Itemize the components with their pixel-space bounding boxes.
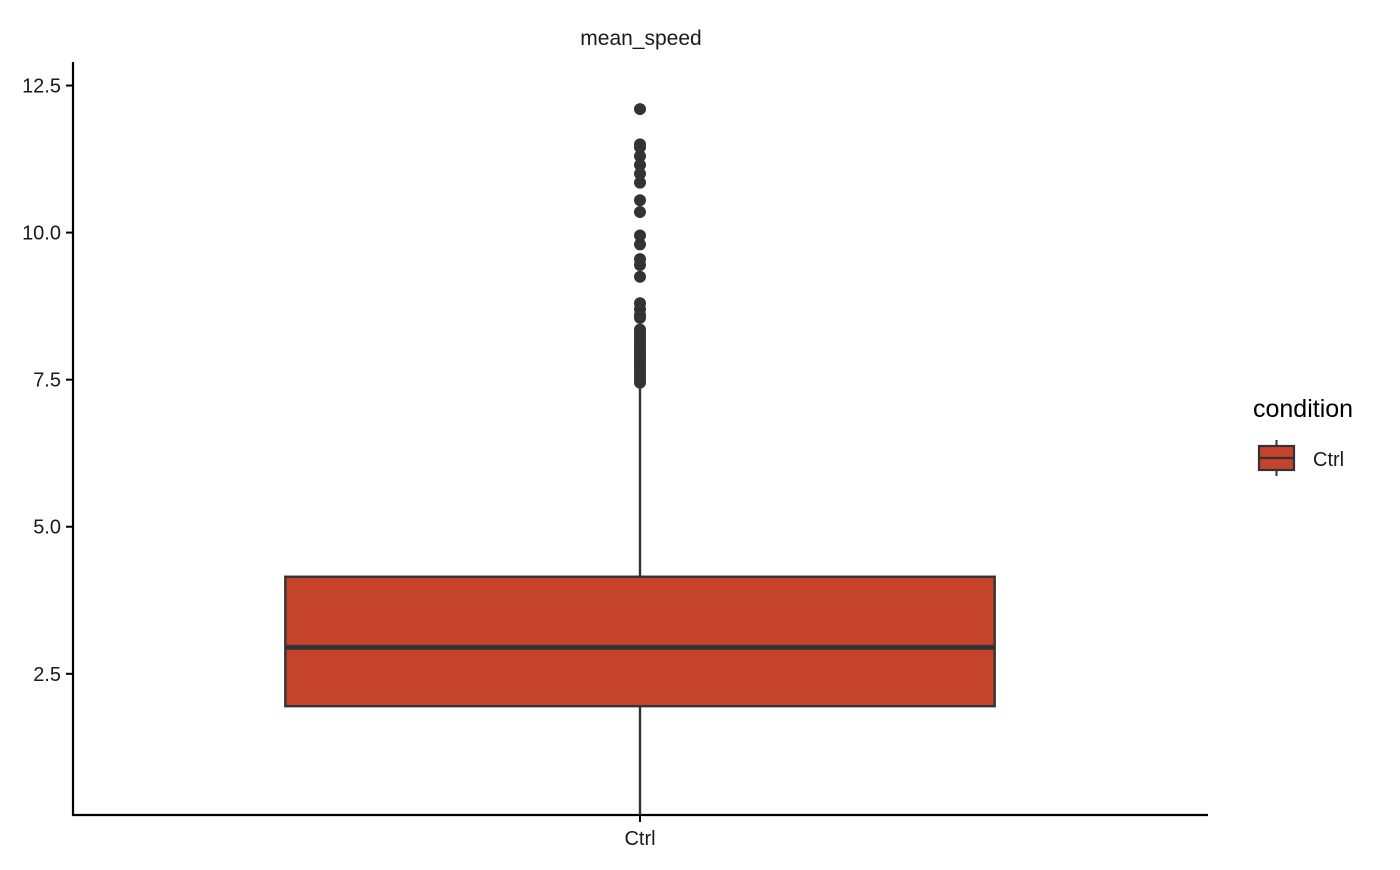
outlier-point (634, 206, 646, 219)
box-ctrl (284, 103, 996, 815)
y-tick-label: 7.5 (33, 370, 61, 392)
y-tick-label: 10.0 (22, 223, 61, 245)
y-tick-label: 5.0 (33, 517, 61, 539)
outlier-point (634, 167, 646, 180)
outlier-point (634, 158, 646, 171)
outlier-point (634, 103, 646, 116)
y-tick-label: 2.5 (33, 664, 61, 686)
outlier-point (634, 229, 646, 242)
outlier-point (634, 238, 646, 251)
legend-entry-label: Ctrl (1313, 449, 1344, 471)
legend: condition Ctrl (1253, 395, 1353, 476)
legend-title: condition (1253, 395, 1353, 423)
outlier-point (634, 194, 646, 207)
iqr-box (284, 575, 996, 708)
outlier-point (634, 150, 646, 163)
outlier-point (634, 176, 646, 189)
outlier-point (634, 270, 646, 283)
x-tick-label: Ctrl (624, 828, 655, 850)
outlier-point (634, 138, 646, 151)
y-tick-label: 12.5 (22, 76, 61, 98)
legend-key-ctrl (1257, 440, 1296, 476)
outlier-point (634, 297, 646, 310)
chart-title: mean_speed (580, 27, 701, 50)
outlier-point (634, 323, 646, 336)
outlier-point (634, 253, 646, 266)
